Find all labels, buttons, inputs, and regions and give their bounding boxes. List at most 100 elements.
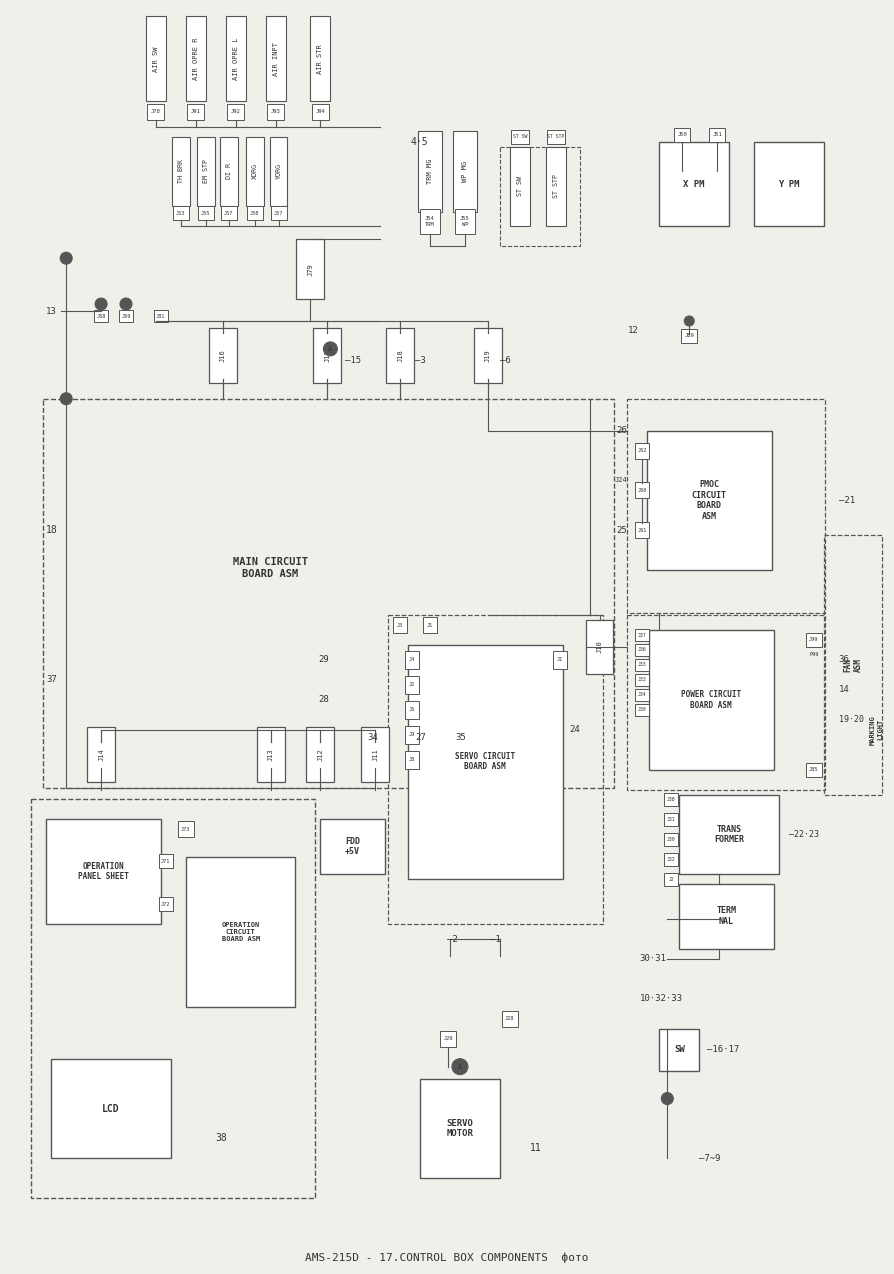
Bar [502, 1010, 518, 1027]
Bar [43, 399, 614, 787]
Text: J72: J72 [161, 902, 171, 907]
Text: —2: —2 [447, 935, 458, 944]
Circle shape [684, 316, 695, 326]
Text: J54
TRM: J54 TRM [426, 215, 434, 227]
Bar [510, 130, 528, 144]
Text: J36: J36 [638, 647, 646, 652]
Bar [636, 522, 649, 539]
Text: J50: J50 [678, 132, 687, 138]
Text: J60: J60 [637, 488, 647, 493]
Bar [674, 127, 690, 141]
Text: PMOC
CIRCUIT
BOARD
ASM: PMOC CIRCUIT BOARD ASM [692, 480, 727, 521]
Bar [246, 136, 264, 206]
Bar [186, 17, 206, 101]
Text: J79: J79 [308, 262, 314, 275]
Text: 10·32·33: 10·32·33 [639, 995, 682, 1004]
Bar [547, 130, 565, 144]
Bar [636, 643, 649, 656]
Text: SERVO
MOTOR: SERVO MOTOR [446, 1119, 474, 1138]
Text: J30: J30 [638, 707, 646, 712]
Text: Y PM: Y PM [778, 180, 800, 189]
Bar [664, 873, 679, 885]
Bar [146, 17, 166, 101]
Text: J1: J1 [427, 623, 434, 628]
Bar [679, 795, 779, 874]
Bar [418, 130, 442, 213]
Text: J14: J14 [98, 748, 104, 761]
Bar [420, 209, 440, 233]
Text: SERVO CIRCUIT
BOARD ASM: SERVO CIRCUIT BOARD ASM [455, 752, 515, 771]
Bar [197, 136, 215, 206]
Text: J16: J16 [220, 349, 225, 362]
Bar [393, 617, 407, 633]
Text: 25: 25 [617, 526, 628, 535]
Text: J89: J89 [685, 334, 694, 339]
Text: —15: —15 [345, 357, 361, 366]
Bar [405, 726, 419, 744]
Text: J51: J51 [713, 132, 722, 138]
Circle shape [120, 298, 132, 310]
Text: YORG: YORG [275, 163, 282, 180]
Circle shape [60, 392, 72, 405]
Circle shape [95, 298, 107, 310]
Text: TRANS
FORMER: TRANS FORMER [714, 824, 744, 845]
Text: J53: J53 [176, 210, 186, 215]
Bar [312, 103, 329, 120]
Text: 27: 27 [415, 733, 426, 743]
Text: 36: 36 [839, 655, 849, 665]
Text: J24: J24 [615, 478, 628, 484]
Bar [636, 703, 649, 716]
Bar [148, 103, 164, 120]
Bar [510, 147, 530, 227]
Text: J38: J38 [667, 798, 676, 803]
Text: J3: J3 [397, 623, 403, 628]
Bar [266, 17, 285, 101]
Bar [173, 206, 189, 220]
Bar [208, 329, 237, 383]
Text: LCD: LCD [102, 1103, 120, 1113]
Bar [154, 310, 168, 322]
Bar [159, 897, 173, 911]
Text: AIR INPT: AIR INPT [273, 42, 279, 75]
Text: 4·5: 4·5 [410, 136, 427, 147]
Text: 28: 28 [318, 696, 329, 705]
Text: J92: J92 [231, 110, 240, 115]
Bar [420, 1079, 500, 1178]
Text: J34: J34 [638, 692, 646, 697]
Bar [188, 103, 204, 120]
Text: J71: J71 [161, 859, 171, 864]
Text: OPERATION
CIRCUIT
BOARD ASM: OPERATION CIRCUIT BOARD ASM [222, 922, 260, 941]
Text: POWER CIRCUIT
BOARD ASM: POWER CIRCUIT BOARD ASM [681, 691, 741, 710]
Bar [178, 822, 194, 837]
Bar [405, 750, 419, 768]
Text: J94: J94 [316, 110, 325, 115]
Text: ST STP: ST STP [552, 175, 559, 199]
Text: 34: 34 [367, 733, 378, 743]
Bar [51, 1059, 171, 1158]
Bar [664, 792, 679, 806]
Circle shape [662, 1093, 673, 1105]
Bar [636, 442, 649, 459]
Bar [270, 136, 288, 206]
Bar [636, 659, 649, 671]
Text: 35: 35 [455, 733, 466, 743]
Text: J78: J78 [151, 110, 161, 115]
Text: 38: 38 [215, 1134, 227, 1144]
Bar [310, 17, 331, 101]
Text: J81: J81 [156, 313, 165, 318]
Bar [361, 727, 389, 782]
Text: TERM
NAL: TERM NAL [716, 906, 736, 926]
Text: 11: 11 [530, 1143, 542, 1153]
Text: J12: J12 [317, 748, 324, 761]
Text: J73: J73 [181, 827, 190, 832]
Text: XORG: XORG [251, 163, 257, 180]
Bar [225, 17, 246, 101]
Bar [805, 763, 822, 777]
Bar [267, 103, 284, 120]
Text: J11: J11 [372, 748, 378, 761]
Text: J4: J4 [409, 657, 415, 662]
Text: 29: 29 [318, 655, 329, 665]
Bar [664, 813, 679, 826]
Text: J2: J2 [669, 877, 674, 882]
Text: —6: —6 [500, 357, 510, 366]
